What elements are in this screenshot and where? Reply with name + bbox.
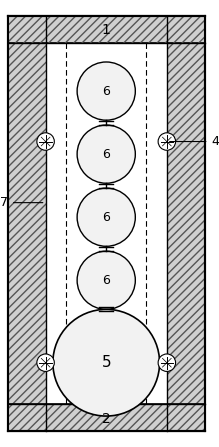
Circle shape (77, 62, 135, 120)
Text: 6: 6 (102, 274, 110, 287)
Text: 6: 6 (102, 84, 110, 97)
Circle shape (77, 125, 135, 183)
Circle shape (37, 354, 54, 371)
Text: 2: 2 (102, 412, 111, 426)
Circle shape (77, 188, 135, 246)
Text: 7: 7 (0, 196, 43, 209)
Text: 5: 5 (101, 355, 111, 370)
Text: 1: 1 (102, 23, 111, 37)
Bar (8, 17, 205, 42)
Text: 4: 4 (170, 135, 219, 148)
Circle shape (37, 133, 54, 150)
Bar (8, 405, 205, 430)
Bar (8, 405, 205, 430)
Bar (8, 17, 205, 42)
Circle shape (53, 309, 160, 416)
Text: 6: 6 (102, 148, 110, 160)
Circle shape (158, 133, 176, 150)
Circle shape (158, 354, 176, 371)
Bar (46, 17, 167, 430)
Circle shape (77, 251, 135, 309)
Text: 6: 6 (102, 211, 110, 224)
